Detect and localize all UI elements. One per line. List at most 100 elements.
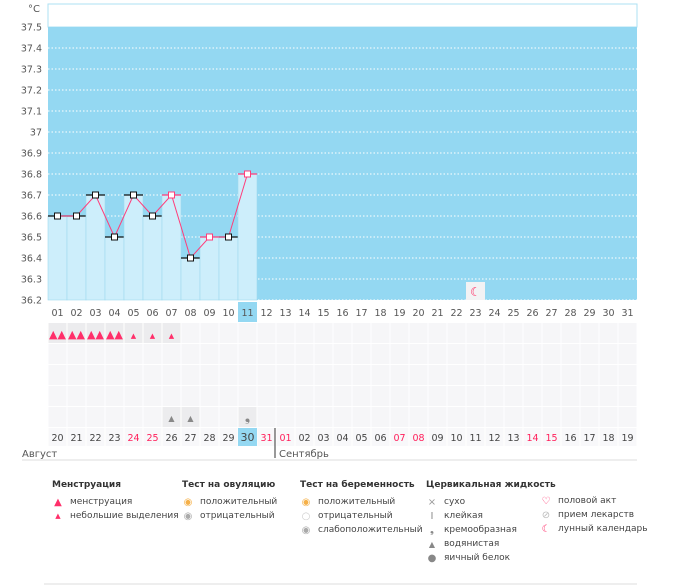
date-cell bbox=[219, 428, 238, 446]
symptom-cell bbox=[485, 407, 504, 427]
symptom-cell bbox=[561, 407, 580, 427]
date-cell bbox=[48, 428, 67, 446]
y-tick-label: 36.5 bbox=[21, 233, 42, 244]
cycle-day-label: 25 bbox=[507, 308, 519, 319]
symptom-cell bbox=[86, 407, 105, 427]
cycle-day-label: 01 bbox=[51, 308, 63, 319]
symptom-cell bbox=[466, 386, 485, 406]
date-label: 08 bbox=[412, 433, 424, 444]
cycle-day-label: 29 bbox=[583, 308, 595, 319]
date-cell bbox=[371, 428, 390, 446]
date-label: 12 bbox=[488, 433, 500, 444]
symptom-cell bbox=[542, 407, 561, 427]
date-label: 31 bbox=[260, 433, 272, 444]
date-label: 15 bbox=[545, 433, 557, 444]
cycle-day-label: 19 bbox=[393, 308, 405, 319]
symptom-cell bbox=[238, 323, 257, 343]
legend-label: сухо bbox=[444, 497, 466, 507]
date-cell bbox=[485, 428, 504, 446]
symptom-cell bbox=[124, 365, 143, 385]
cycle-day-label: 11 bbox=[241, 308, 253, 319]
date-label: 30 bbox=[241, 431, 255, 444]
cycle-day-label: 15 bbox=[317, 308, 329, 319]
date-cell bbox=[200, 428, 219, 446]
date-label: 10 bbox=[450, 433, 462, 444]
symptom-cell bbox=[238, 344, 257, 364]
symptom-cell bbox=[333, 323, 352, 343]
symptom-cell bbox=[276, 386, 295, 406]
symptom-cell bbox=[390, 386, 409, 406]
symptom-cell bbox=[428, 386, 447, 406]
date-cell bbox=[409, 428, 428, 446]
plot-top-strip bbox=[47, 3, 638, 28]
symptom-cell bbox=[428, 407, 447, 427]
symptom-cell bbox=[618, 365, 637, 385]
cycle-day-label: 06 bbox=[146, 308, 158, 319]
symptom-cell bbox=[314, 386, 333, 406]
date-cell bbox=[105, 428, 124, 446]
symptom-cell bbox=[485, 386, 504, 406]
symptom-cell bbox=[181, 323, 200, 343]
cycle-day-label: 07 bbox=[165, 308, 177, 319]
month-label: Сентябрь bbox=[279, 449, 329, 460]
symptom-cell bbox=[333, 365, 352, 385]
symptom-cell bbox=[599, 407, 618, 427]
month-label: Август bbox=[22, 449, 57, 460]
symptom-cell bbox=[542, 365, 561, 385]
light-menstruation-icon: ▲ bbox=[150, 332, 156, 340]
date-cell bbox=[86, 428, 105, 446]
legend-label: лунный календарь bbox=[558, 524, 648, 534]
date-label: 19 bbox=[621, 433, 633, 444]
date-label: 27 bbox=[184, 433, 196, 444]
symptom-cell bbox=[352, 386, 371, 406]
legend-label: клейкая bbox=[444, 511, 483, 521]
symptom-cell bbox=[333, 386, 352, 406]
date-cell bbox=[466, 428, 485, 446]
symptom-cell bbox=[447, 323, 466, 343]
legend-title: Тест на беременность bbox=[300, 480, 415, 490]
symptom-cell bbox=[599, 323, 618, 343]
symptom-cell bbox=[257, 365, 276, 385]
legend-title: Цервикальная жидкость bbox=[426, 480, 556, 490]
date-cell bbox=[333, 428, 352, 446]
symptom-cell bbox=[390, 323, 409, 343]
date-label: 17 bbox=[583, 433, 595, 444]
symptom-cell bbox=[181, 344, 200, 364]
symptom-cell bbox=[124, 386, 143, 406]
cycle-day-label: 30 bbox=[602, 308, 614, 319]
date-cell bbox=[314, 428, 333, 446]
symptom-cell bbox=[314, 344, 333, 364]
cycle-day-label: 08 bbox=[184, 308, 196, 319]
symptom-cell bbox=[105, 386, 124, 406]
date-label: 28 bbox=[203, 433, 215, 444]
date-label: 02 bbox=[298, 433, 310, 444]
date-cell bbox=[352, 428, 371, 446]
cycle-day-label: 12 bbox=[260, 308, 272, 319]
symptom-cell bbox=[257, 407, 276, 427]
y-tick-label: 36.7 bbox=[21, 191, 42, 202]
symptom-cell-filled bbox=[181, 407, 200, 427]
symptom-cell bbox=[504, 407, 523, 427]
symptom-cell bbox=[580, 365, 599, 385]
symptom-cell-filled bbox=[124, 323, 143, 343]
watery-icon: ▲ bbox=[187, 414, 194, 423]
temperature-point bbox=[244, 170, 251, 178]
date-cell bbox=[523, 428, 542, 446]
date-cell bbox=[67, 428, 86, 446]
symptom-cell bbox=[67, 407, 86, 427]
y-tick-label: 37.5 bbox=[21, 23, 42, 34]
temperature-bar bbox=[180, 257, 201, 301]
symptom-cell bbox=[48, 365, 67, 385]
symptom-cell bbox=[371, 323, 390, 343]
egg-white-icon: ● bbox=[427, 552, 437, 564]
date-label: 01 bbox=[279, 433, 291, 444]
symptom-cell bbox=[447, 365, 466, 385]
cycle-day-label: 04 bbox=[108, 308, 120, 319]
symptom-cell bbox=[181, 386, 200, 406]
symptom-cell bbox=[143, 365, 162, 385]
symptom-cell bbox=[143, 386, 162, 406]
date-cell bbox=[561, 428, 580, 446]
symptom-cell bbox=[542, 344, 561, 364]
